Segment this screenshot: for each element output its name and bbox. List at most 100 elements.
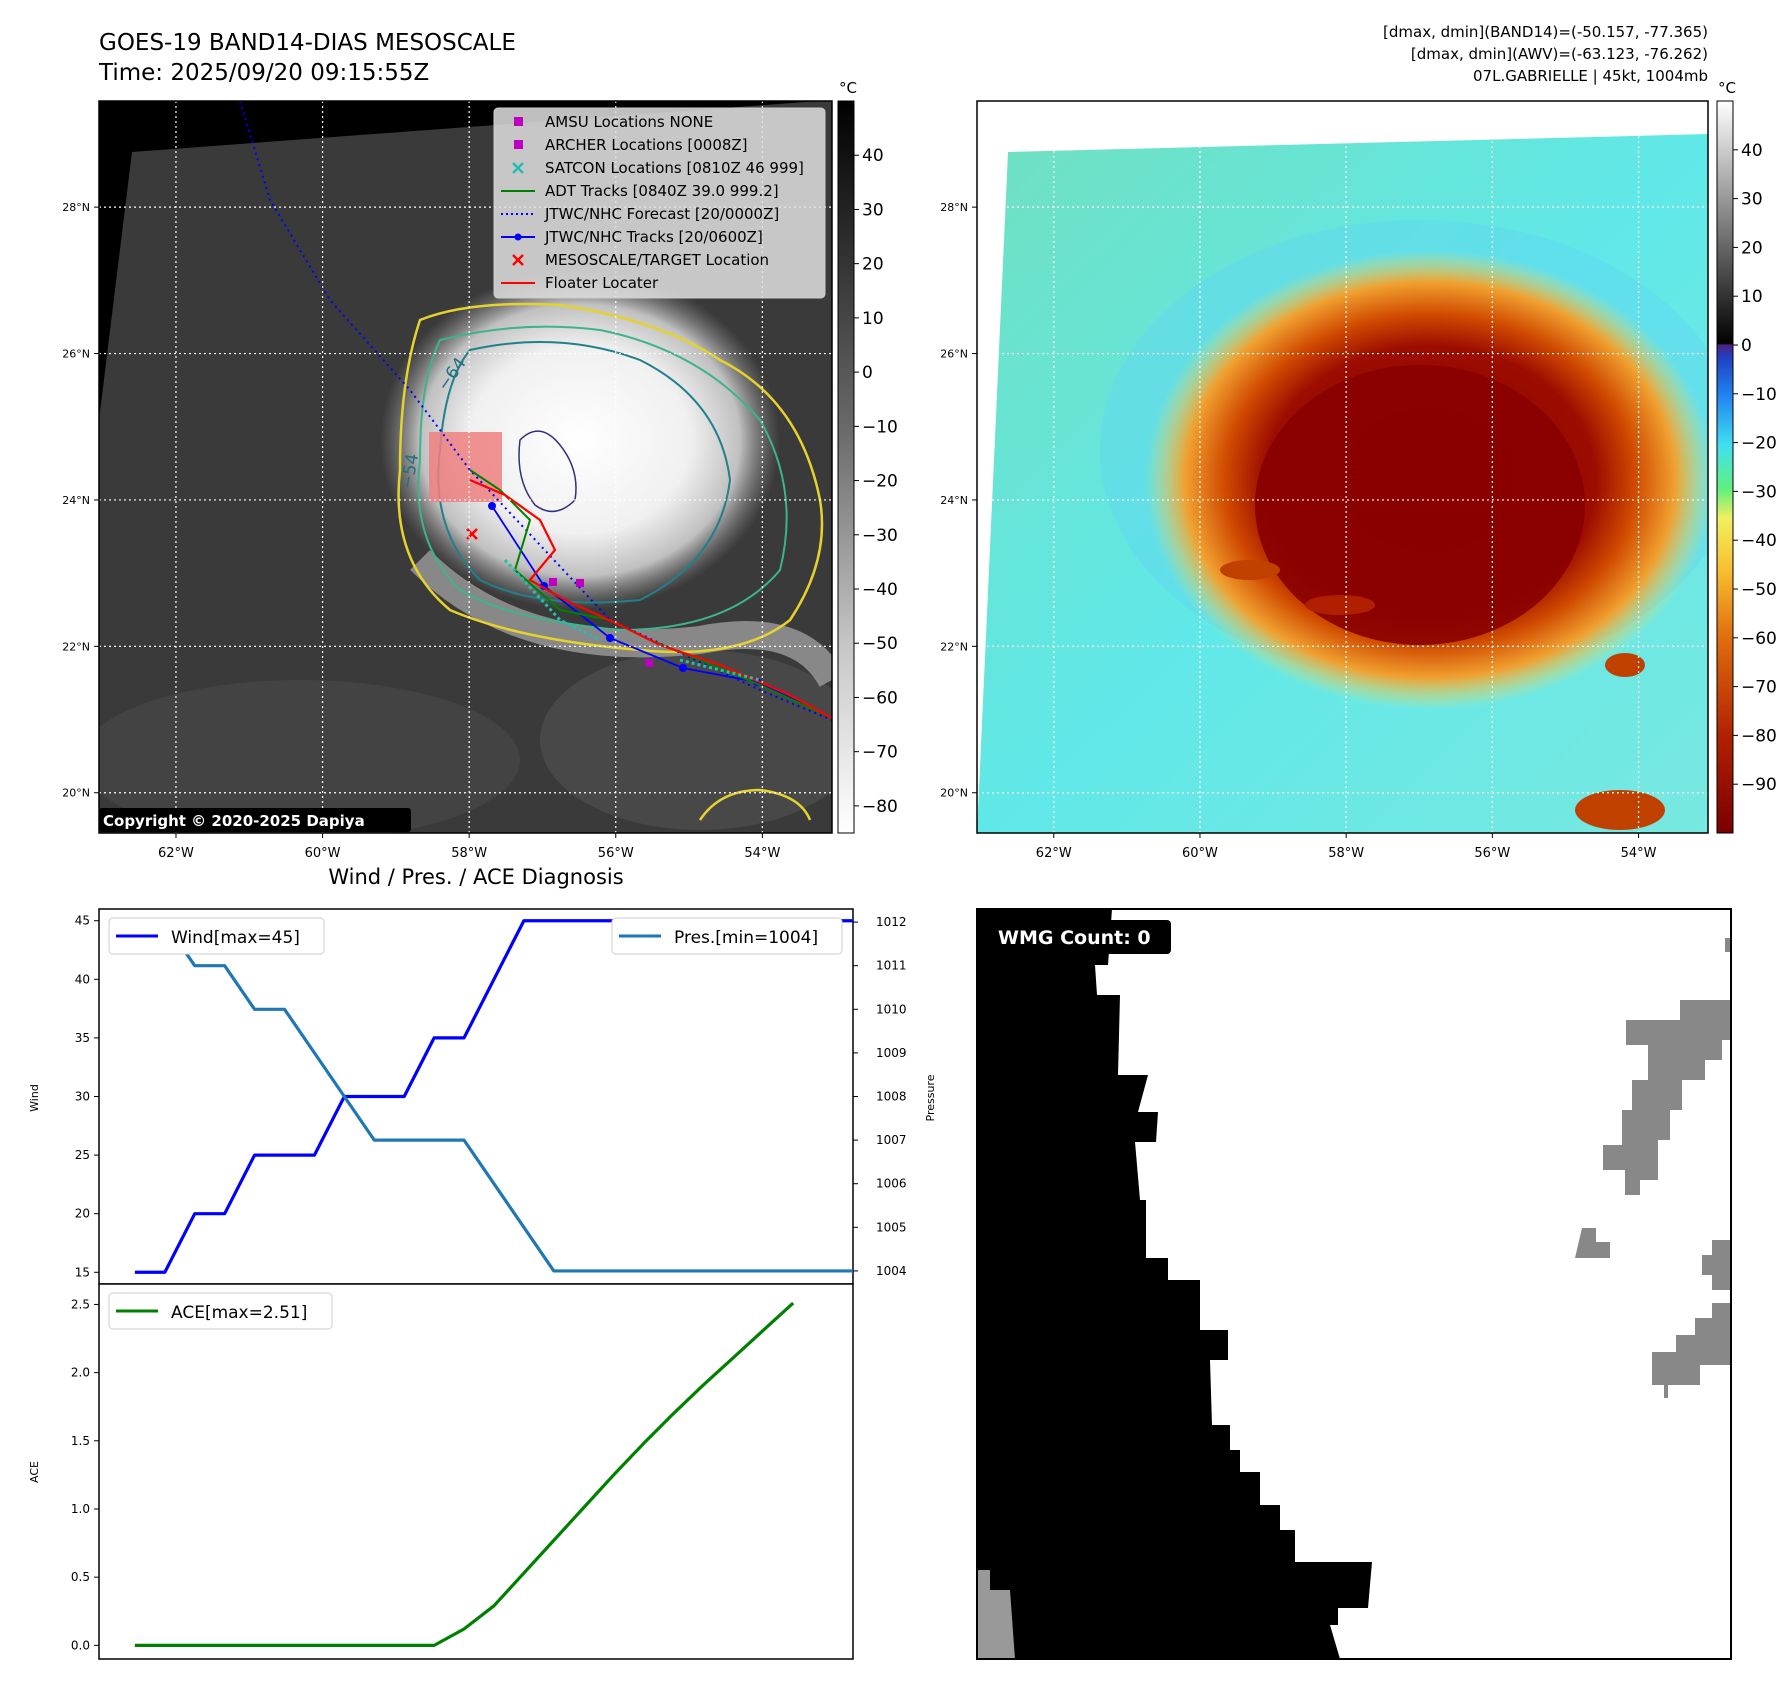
lat-label: 20°N [62, 787, 90, 800]
legend-label: ARCHER Locations [0008Z] [545, 136, 748, 154]
ace-chart-frame [98, 1283, 854, 1660]
pressure-y-tick-label: 1008 [876, 1090, 907, 1104]
colorbar-tick-label: −70 [1741, 678, 1777, 698]
lat-label: 24°N [62, 494, 90, 507]
colorbar-tick-label: −40 [862, 580, 898, 600]
colorbar-tick-label: −40 [1741, 531, 1777, 551]
pressure-y-tick-label: 1011 [876, 959, 907, 973]
colorbar-tick-label: −80 [862, 797, 898, 817]
wind-y-tick-label: 30 [75, 1090, 90, 1104]
ace-y-ticks: 0.0 0.5 1.0 1.5 2.0 2.5 [71, 1297, 99, 1652]
legend-square-marker-icon [514, 117, 523, 126]
diagnosis-title: Wind / Pres. / ACE Diagnosis [328, 865, 623, 889]
lat-label: 28°N [940, 201, 968, 214]
ace-y-tick-label: 1.0 [71, 1502, 90, 1516]
legend-dot-marker-icon [514, 233, 522, 241]
ir-contour-yellow [397, 302, 824, 654]
colorbar-tick-label: 10 [1741, 287, 1763, 307]
jtwc-track-point [606, 634, 614, 642]
awv-graticule [977, 101, 1708, 833]
colorbar-tick-label: −70 [862, 743, 898, 763]
colorbar-tick-label: 40 [862, 146, 884, 166]
pressure-y-tick-label: 1009 [876, 1046, 907, 1060]
colorbar-tick-label: −10 [1741, 385, 1777, 405]
pressure-y-tick-label: 1005 [876, 1220, 907, 1234]
lon-label: 54°W [1621, 846, 1657, 861]
wmg-frame [976, 908, 1732, 1660]
lat-label: 28°N [62, 201, 90, 214]
archer-location-marker [645, 659, 653, 667]
wmg-panel: WMG Count: 0 [976, 908, 1732, 1660]
colorbar-tick-label: −60 [1741, 629, 1777, 649]
colorbar-tick-label: −80 [1741, 726, 1777, 746]
colorbar-tick-label: 20 [862, 255, 884, 275]
colorbar-tick-label: −20 [862, 472, 898, 492]
legend-x-marker-icon [512, 162, 524, 174]
wind-y-tick-label: 25 [75, 1148, 90, 1162]
colorbar-tick-label: −20 [1741, 434, 1777, 454]
wmg-badge-text: WMG Count: 0 [998, 927, 1151, 949]
ace-legend-box [108, 1292, 333, 1330]
ir-map-frame [98, 100, 833, 834]
lat-label: 22°N [940, 640, 968, 653]
wmg-gray-region [1702, 1240, 1731, 1290]
pressure-legend-label: Pres.[min=1004] [674, 928, 818, 948]
pressure-y-tick-label: 1010 [876, 1002, 907, 1016]
wind-y-tick-label: 20 [75, 1207, 90, 1221]
awv-lat-labels: 28°N 26°N 24°N 22°N 20°N [940, 201, 977, 800]
lon-label: 62°W [158, 846, 194, 861]
ace-line [134, 1301, 795, 1647]
wmg-gray-region [1575, 1228, 1610, 1258]
pressure-legend-box [611, 917, 843, 955]
lon-label: 58°W [451, 846, 487, 861]
awv-colorbar-gradient [1716, 100, 1734, 834]
jtwc-track-point [679, 664, 687, 672]
colorbar-tick-label: −90 [1741, 775, 1777, 795]
info-storm: 07L.GABRIELLE | 45kt, 1004mb [1473, 67, 1708, 85]
info-awv-range: [dmax, dmin](AWV)=(-63.123, -76.262) [1411, 45, 1708, 63]
floater-locater-track [469, 478, 832, 719]
lon-label: 62°W [1036, 846, 1072, 861]
ir-map-legend: AMSU Locations NONE ARCHER Locations [000… [493, 107, 826, 299]
ace-y-tick-label: 2.5 [71, 1297, 90, 1311]
colorbar-tick-label: 40 [1741, 141, 1763, 161]
wmg-gray-region [1652, 1303, 1731, 1398]
ace-legend-label: ACE[max=2.51] [171, 1303, 307, 1323]
legend-label: ADT Tracks [0840Z 39.0 999.2] [545, 182, 779, 200]
lon-label: 58°W [1328, 846, 1364, 861]
wmg-gray-region [1603, 1000, 1730, 1195]
legend-label: AMSU Locations NONE [545, 113, 713, 131]
colorbar-tick-label: −50 [1741, 580, 1777, 600]
wmg-black-region [977, 909, 1372, 1659]
ace-series-line [134, 1301, 795, 1647]
legend-label: Floater Locater [545, 274, 659, 292]
ir-lat-labels: 28°N 26°N 24°N 22°N 20°N [62, 201, 99, 800]
pressure-y-tick-label: 1004 [876, 1264, 907, 1278]
satcon-locations [503, 558, 761, 682]
colorbar-tick-label: 20 [1741, 238, 1763, 258]
wind-y-tick-label: 40 [75, 972, 90, 986]
adt-track [469, 469, 832, 719]
colorbar-tick-label: −30 [862, 526, 898, 546]
ace-y-tick-label: 0.5 [71, 1570, 90, 1584]
figure-time: Time: 2025/09/20 09:15:55Z [98, 60, 429, 86]
lon-label: 60°W [1182, 846, 1218, 861]
pressure-y-ticks: 1004 1005 1006 1007 1008 1009 1010 1011 1012 [853, 915, 907, 1278]
legend-square-marker-icon [514, 140, 523, 149]
lat-label: 26°N [940, 348, 968, 361]
ir-map-panel: −64 −54 28°N26°N24°N22°N20°N 62°W 60°W 58°… [62, 79, 898, 861]
ir-colorbar-gradient [837, 100, 855, 834]
pressure-y-tick-label: 1012 [876, 915, 907, 929]
jtwc-forecast-track [239, 101, 832, 721]
pressure-series-line [134, 920, 853, 1273]
figure-title: GOES-19 BAND14-DIAS MESOSCALE [99, 30, 516, 56]
wind-y-tick-label: 45 [75, 914, 90, 928]
ir-storm-cloud [380, 270, 780, 610]
colorbar-tick-label: −10 [862, 417, 898, 437]
colorbar-tick-label: 30 [1741, 190, 1763, 210]
awv-map-frame [976, 100, 1709, 834]
archer-location-marker [549, 578, 557, 586]
colorbar-tick-label: −60 [862, 688, 898, 708]
